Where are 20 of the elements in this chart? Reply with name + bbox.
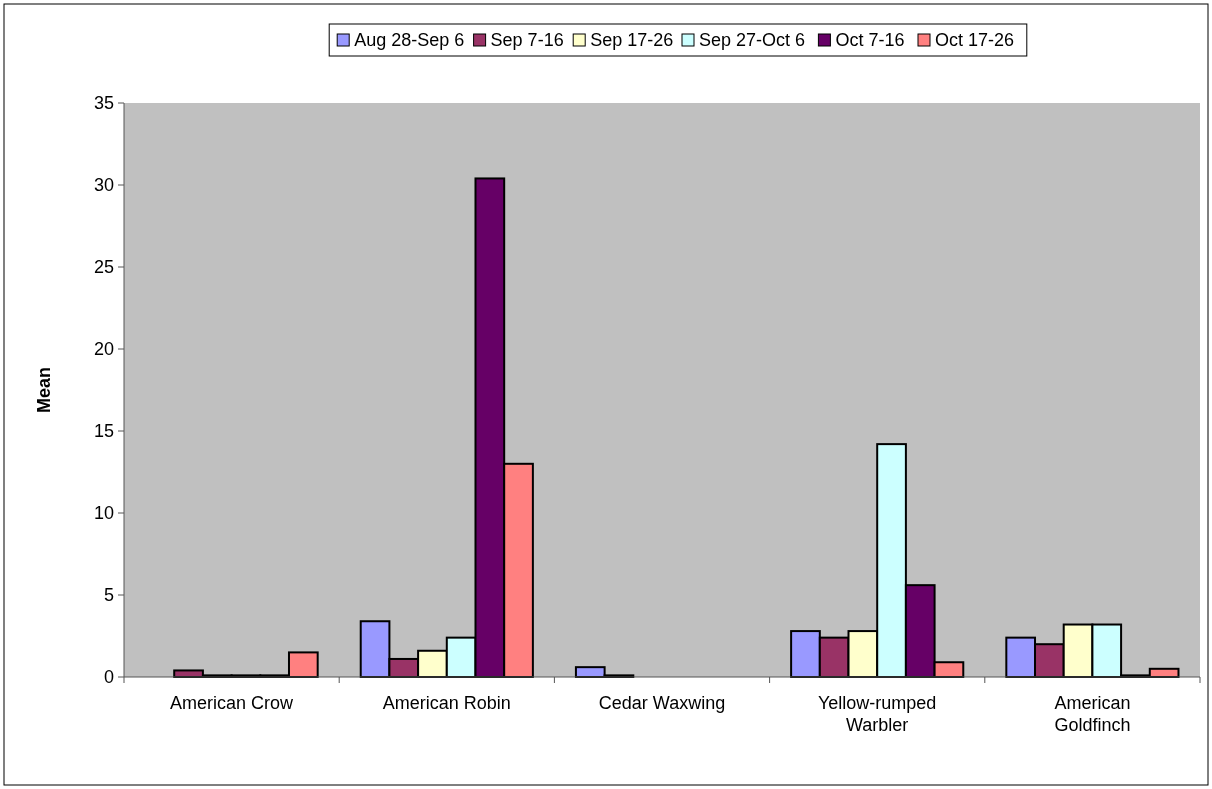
x-tick-label: Cedar Waxwing	[598, 693, 726, 713]
y-tick-label: 20	[93, 339, 114, 360]
y-axis-title: Mean	[34, 366, 54, 414]
x-tick-label: American Crow	[170, 693, 295, 713]
y-tick-label: 35	[93, 93, 114, 114]
y-tick-label: 15	[93, 421, 114, 442]
y-tick-label: 10	[93, 503, 114, 524]
legend-label: Sep 7-16	[490, 30, 564, 51]
y-tick-label: 25	[93, 257, 114, 278]
legend-label: Sep 27-Oct 6	[699, 30, 806, 51]
legend-label: Oct 7-16	[835, 30, 905, 51]
legend-label: Oct 17-26	[935, 30, 1015, 51]
y-tick-label: 30	[93, 175, 114, 196]
legend-label: Aug 28-Sep 6	[354, 30, 465, 51]
legend-label: Sep 17-26	[590, 30, 674, 51]
y-tick-label: 5	[103, 585, 114, 606]
x-tick-label: American Robin	[382, 693, 511, 713]
y-tick-label: 0	[103, 667, 114, 688]
x-tick-label: Yellow-rumped Warbler	[818, 693, 937, 735]
x-tick-label: American Goldfinch	[1054, 693, 1131, 735]
